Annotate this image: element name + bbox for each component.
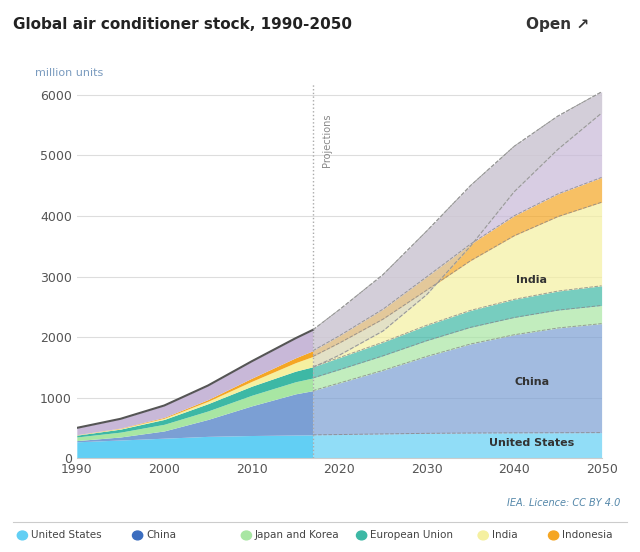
Text: Global air conditioner stock, 1990-2050: Global air conditioner stock, 1990-2050	[13, 17, 352, 31]
Text: Projections: Projections	[322, 113, 332, 167]
Text: European Union: European Union	[370, 530, 453, 540]
Text: India: India	[516, 274, 547, 285]
Text: Indonesia: Indonesia	[562, 530, 612, 540]
Text: India: India	[492, 530, 517, 540]
Text: million units: million units	[35, 68, 103, 78]
Text: Japan and Korea: Japan and Korea	[255, 530, 339, 540]
Text: Open ↗: Open ↗	[525, 17, 589, 31]
Text: United States: United States	[31, 530, 101, 540]
Text: China: China	[514, 378, 549, 388]
Text: China: China	[146, 530, 176, 540]
Text: United States: United States	[489, 438, 574, 448]
Text: IEA. Licence: CC BY 4.0: IEA. Licence: CC BY 4.0	[508, 498, 621, 508]
